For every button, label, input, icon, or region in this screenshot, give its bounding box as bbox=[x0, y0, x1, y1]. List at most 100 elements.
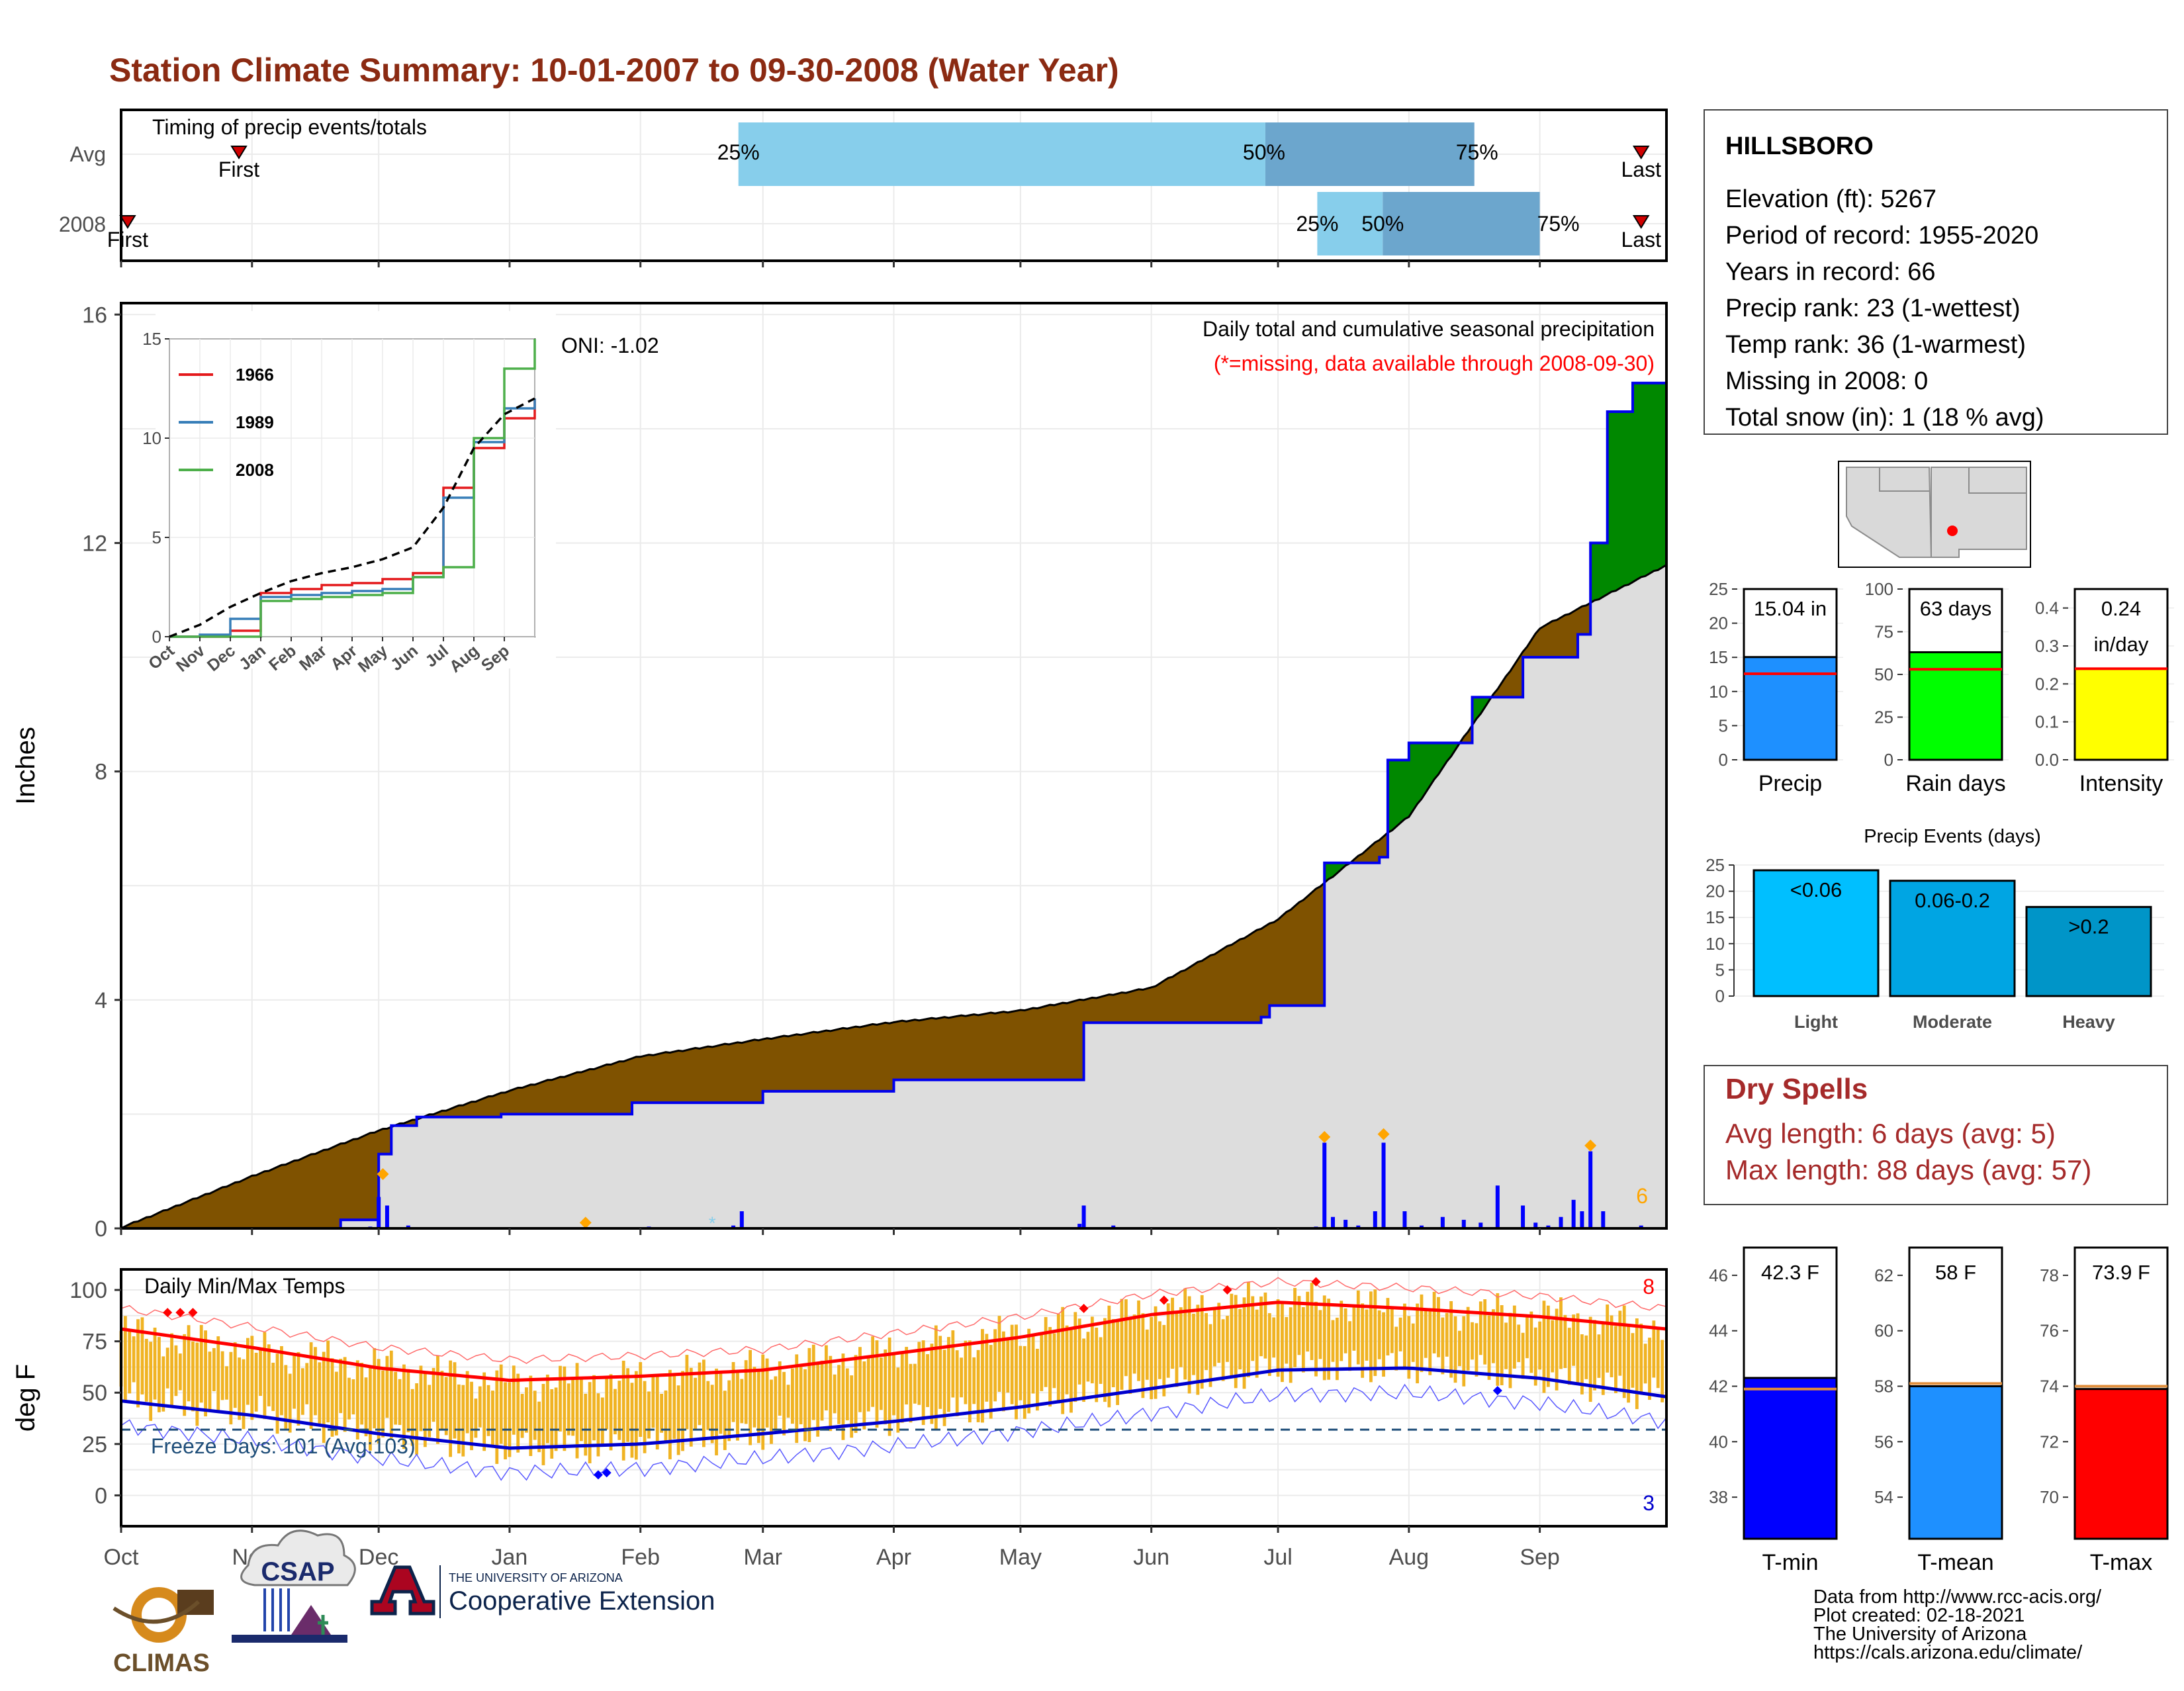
summary-ytick-label: 25 bbox=[1874, 708, 1893, 727]
daily-temp-bar bbox=[1086, 1332, 1090, 1382]
station-location-marker bbox=[1947, 526, 1958, 536]
extreme-precip-marker bbox=[1318, 1130, 1331, 1143]
events-ytick-label: 20 bbox=[1706, 882, 1725, 901]
summary-ytick-label: 5 bbox=[1719, 715, 1728, 735]
avg-under-observed-area bbox=[121, 565, 1666, 1228]
daily-temp-bar bbox=[1267, 1313, 1271, 1376]
daily-temp-bar bbox=[1001, 1331, 1005, 1412]
daily-temp-bar bbox=[575, 1363, 579, 1459]
temp-summary-ytick-label: 74 bbox=[2040, 1377, 2059, 1396]
daily-temp-bar bbox=[989, 1345, 993, 1419]
daily-temp-bar bbox=[1373, 1289, 1377, 1377]
precip-ytick-label: 12 bbox=[82, 531, 107, 556]
station-years: Years in record: 66 bbox=[1725, 258, 1936, 286]
summary-bars: 0 5 10 15 20 25 15.04 in Precip 0 25 50 75 100 63 day… bbox=[1709, 579, 2174, 796]
daily-temp-bar bbox=[1247, 1282, 1250, 1377]
dry-spells-box: Dry Spells Avg length: 6 days (avg: 5) M… bbox=[1704, 1065, 2168, 1205]
daily-temp-bar bbox=[698, 1362, 702, 1426]
daily-temp-bar bbox=[267, 1344, 271, 1406]
daily-precip-bar bbox=[1111, 1225, 1116, 1228]
daily-temp-bar bbox=[1212, 1308, 1216, 1367]
precip-missing-note: (*=missing, data available through 2008-… bbox=[1214, 351, 1655, 375]
dry-spells-avg: Avg length: 6 days (avg: 5) bbox=[1725, 1118, 2056, 1149]
daily-temp-bar bbox=[482, 1372, 486, 1451]
daily-temp-bar bbox=[617, 1381, 621, 1440]
summary-ytick-label: 0.3 bbox=[2035, 636, 2059, 656]
temp-ytick-label: 100 bbox=[69, 1278, 107, 1303]
summary-bar-fill bbox=[2073, 667, 2169, 761]
daily-precip-bar bbox=[1077, 1224, 1082, 1228]
daily-temp-bar bbox=[470, 1381, 473, 1451]
events-ytick-label: 25 bbox=[1706, 855, 1725, 875]
daily-temp-bar bbox=[389, 1350, 393, 1439]
daily-temp-bar bbox=[1111, 1319, 1115, 1388]
daily-temp-bar bbox=[1187, 1296, 1191, 1394]
daily-temp-bar bbox=[554, 1387, 558, 1451]
daily-temp-bar bbox=[1369, 1291, 1373, 1383]
extreme-precip-marker bbox=[1584, 1139, 1597, 1152]
daily-temp-bar bbox=[825, 1345, 828, 1411]
timing-last-marker bbox=[1632, 146, 1650, 160]
daily-temp-bar bbox=[1297, 1296, 1301, 1355]
inset-series-line bbox=[169, 397, 535, 638]
daily-temp-bar bbox=[1340, 1301, 1343, 1361]
daily-temp-bar bbox=[820, 1360, 824, 1421]
precip-ytick-label: 4 bbox=[95, 988, 107, 1013]
daily-temp-bar bbox=[1542, 1301, 1546, 1393]
summary-ytick-label: 0.0 bbox=[2035, 750, 2059, 770]
daily-temp-bar bbox=[976, 1349, 980, 1422]
extreme-precip-marker bbox=[1377, 1128, 1390, 1140]
daily-temp-bar bbox=[770, 1379, 773, 1444]
daily-temp-bar bbox=[621, 1360, 625, 1461]
daily-temp-bar bbox=[1289, 1307, 1293, 1383]
daily-precip-bar bbox=[1081, 1205, 1086, 1228]
daily-temp-bar bbox=[1352, 1305, 1356, 1351]
daily-temp-bar bbox=[208, 1351, 212, 1412]
precip-ytick-label: 8 bbox=[95, 760, 107, 785]
daily-temp-bar bbox=[1588, 1316, 1592, 1402]
daily-temp-bar bbox=[541, 1383, 545, 1465]
timing-last-marker bbox=[1632, 215, 1650, 229]
summary-bar-value-unit: in/day bbox=[2094, 633, 2149, 656]
summary-ytick-label: 100 bbox=[1865, 579, 1893, 599]
inset-legend-label: 2008 bbox=[236, 460, 274, 480]
daily-temp-bar bbox=[1310, 1283, 1314, 1360]
daily-temp-bar bbox=[1441, 1317, 1445, 1375]
daily-temp-bar bbox=[402, 1364, 406, 1449]
daily-temp-bar bbox=[795, 1354, 799, 1443]
daily-temp-bar bbox=[706, 1381, 710, 1430]
daily-temp-bar bbox=[609, 1374, 613, 1451]
daily-temp-bar bbox=[790, 1368, 794, 1424]
daily-temp-bar bbox=[807, 1348, 811, 1442]
record-high-marker bbox=[163, 1308, 173, 1318]
record-low-marker bbox=[593, 1470, 603, 1480]
station-period: Period of record: 1955-2020 bbox=[1725, 222, 2038, 250]
daily-temp-bar bbox=[1301, 1306, 1305, 1373]
daily-temp-bar bbox=[1403, 1303, 1406, 1369]
daily-temp-bar bbox=[1529, 1311, 1533, 1373]
daily-temp-bar bbox=[1618, 1310, 1622, 1376]
month-tick-label: Feb bbox=[621, 1545, 660, 1570]
daily-temp-bar bbox=[752, 1367, 756, 1428]
daily-temp-bar bbox=[866, 1357, 870, 1412]
daily-temp-bar bbox=[1445, 1312, 1449, 1357]
daily-temp-bar bbox=[225, 1366, 228, 1400]
timing-avg-last-label: Last bbox=[1621, 158, 1661, 181]
temp-summary-value: 73.9 F bbox=[2092, 1261, 2150, 1284]
daily-temp-bar bbox=[1208, 1324, 1212, 1387]
temp-summary-bar-t-mean: 54 56 58 60 62 58 F T-mean bbox=[1874, 1246, 2003, 1575]
daily-temp-bar bbox=[1398, 1317, 1402, 1351]
min-extreme-count: 3 bbox=[1643, 1491, 1655, 1515]
daily-temp-bar bbox=[373, 1348, 377, 1429]
daily-temp-bar bbox=[1073, 1312, 1077, 1402]
daily-temp-bar bbox=[508, 1382, 512, 1457]
daily-temp-bar bbox=[938, 1336, 942, 1409]
inset-ytick-label: 0 bbox=[152, 627, 161, 647]
daily-temp-bar bbox=[559, 1365, 562, 1432]
daily-precip-bar bbox=[1495, 1185, 1500, 1228]
daily-temp-bar bbox=[1492, 1309, 1495, 1363]
summary-ytick-label: 0 bbox=[1884, 750, 1893, 770]
summary-ytick-label: 0 bbox=[1719, 750, 1728, 770]
page-title: Station Climate Summary: 10-01-2007 to 0… bbox=[109, 52, 1119, 89]
